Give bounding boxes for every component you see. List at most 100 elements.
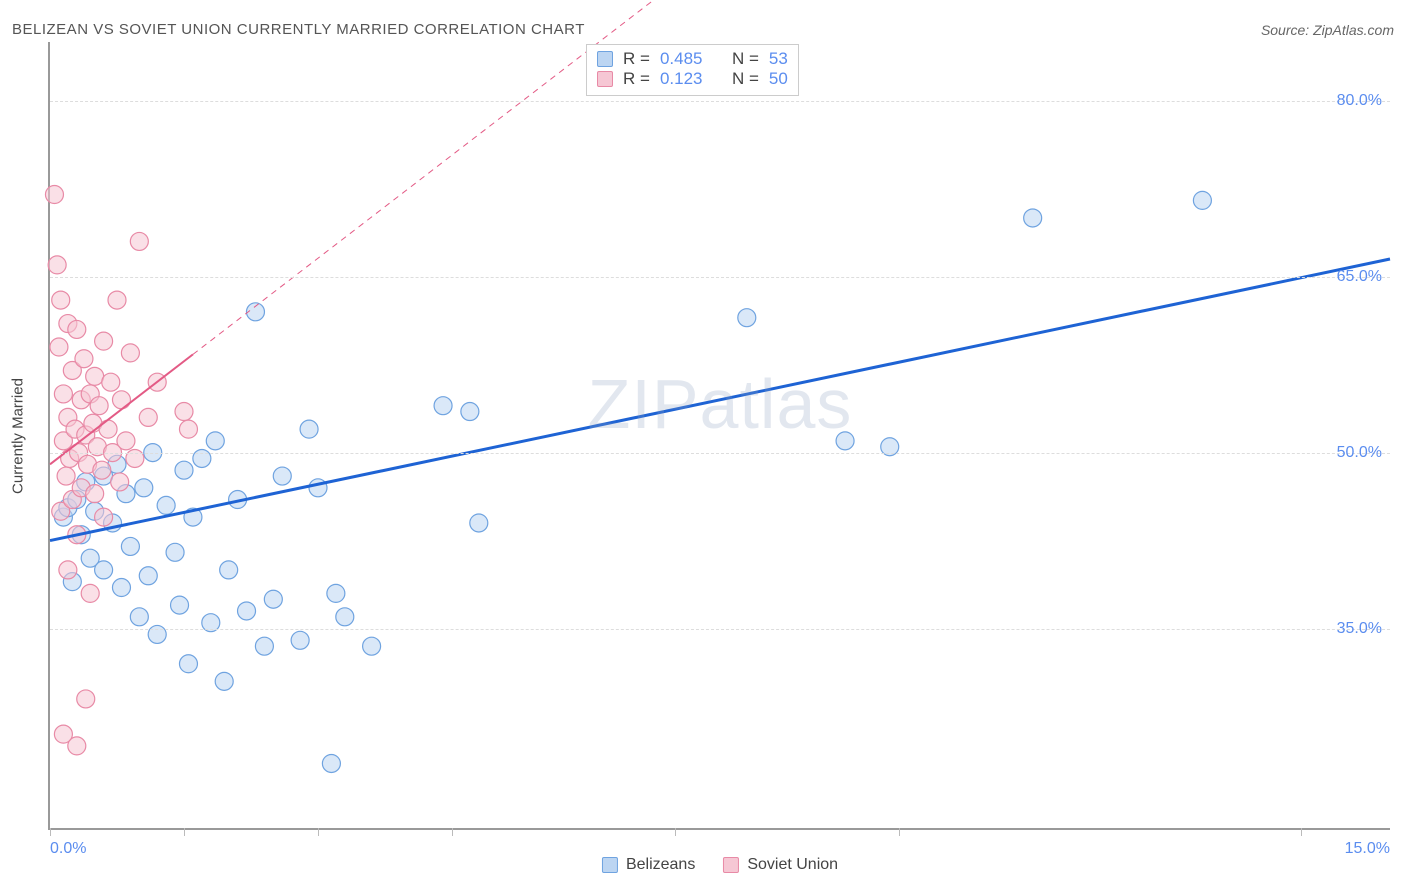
scatter-point [363,637,381,655]
scatter-point [135,479,153,497]
source: Source: ZipAtlas.com [1261,22,1394,38]
x-tick [184,828,185,836]
scatter-point [117,432,135,450]
y-tick-label: 35.0% [1337,620,1382,638]
r-label: R = [623,69,650,89]
scatter-point [327,584,345,602]
scatter-point [81,584,99,602]
n-value: 53 [769,49,788,69]
correlation-legend: R = 0.485 N = 53 R = 0.123 N = 50 [586,44,799,96]
scatter-point [68,737,86,755]
plot: ZIPatlas R =0.485 N =53R =0.123 N =50 Be… [48,42,1390,830]
scatter-point [45,186,63,204]
scatter-point [1024,209,1042,227]
x-tick [452,828,453,836]
scatter-point [121,537,139,555]
gridline [50,453,1390,454]
scatter-point [102,373,120,391]
scatter-point [255,637,273,655]
scatter-point [108,291,126,309]
scatter-point [139,567,157,585]
scatter-point [90,397,108,415]
scatter-point [99,420,117,438]
scatter-point [93,461,111,479]
scatter-point [322,754,340,772]
n-label: N = [732,69,759,89]
scatter-point [738,309,756,327]
scatter-point [48,256,66,274]
scatter-point [77,690,95,708]
x-tick [899,828,900,836]
scatter-point [166,543,184,561]
y-tick-label: 50.0% [1337,444,1382,462]
x-tick [50,828,51,836]
scatter-point [54,385,72,403]
legend-label: Belizeans [626,856,695,874]
scatter-point [461,403,479,421]
scatter-point [264,590,282,608]
scatter-point [52,291,70,309]
scatter-point [206,432,224,450]
corr-legend-row: R = 0.485 N = 53 [597,49,788,69]
scatter-point [220,561,238,579]
scatter-point [95,332,113,350]
source-name: ZipAtlas.com [1313,22,1394,38]
n-label: N = [732,49,759,69]
scatter-point [179,420,197,438]
header: BELIZEAN VS SOVIET UNION CURRENTLY MARRI… [12,10,1394,38]
scatter-point [215,672,233,690]
scatter-point [175,461,193,479]
scatter-point [470,514,488,532]
scatter-point [59,561,77,579]
legend-swatch [597,51,613,67]
scatter-point [75,350,93,368]
legend-item: Soviet Union [723,856,838,874]
scatter-point [434,397,452,415]
scatter-point [273,467,291,485]
gridline [50,629,1390,630]
source-prefix: Source: [1261,22,1313,38]
scatter-point [139,408,157,426]
n-value: 50 [769,69,788,89]
x-tick [675,828,676,836]
gridline [50,277,1390,278]
legend-swatch [597,71,613,87]
plot-svg [50,42,1390,828]
scatter-point [300,420,318,438]
y-tick-label: 65.0% [1337,268,1382,286]
plot-area: Currently Married ZIPatlas R =0.485 N =5… [48,42,1390,830]
corr-legend-row: R = 0.123 N = 50 [597,69,788,89]
scatter-point [95,508,113,526]
scatter-point [86,485,104,503]
scatter-point [157,496,175,514]
scatter-point [336,608,354,626]
scatter-point [112,391,130,409]
legend-item: Belizeans [602,856,695,874]
r-value: 0.485 [660,49,703,69]
x-start-label: 0.0% [50,840,86,858]
scatter-point [68,320,86,338]
y-axis-label: Currently Married [10,378,27,494]
scatter-point [238,602,256,620]
legend-swatch [723,857,739,873]
r-value: 0.123 [660,69,703,89]
x-tick [318,828,319,836]
scatter-point [1193,191,1211,209]
scatter-point [130,608,148,626]
scatter-point [86,367,104,385]
y-tick-label: 80.0% [1337,92,1382,110]
scatter-point [246,303,264,321]
scatter-point [111,473,129,491]
scatter-point [179,655,197,673]
legend-label: Soviet Union [747,856,838,874]
scatter-point [130,232,148,250]
legend-swatch [602,857,618,873]
x-end-label: 15.0% [1345,840,1390,858]
scatter-point [175,403,193,421]
scatter-point [836,432,854,450]
r-label: R = [623,49,650,69]
scatter-point [291,631,309,649]
scatter-point [121,344,139,362]
trend-line [50,259,1390,541]
scatter-point [95,561,113,579]
